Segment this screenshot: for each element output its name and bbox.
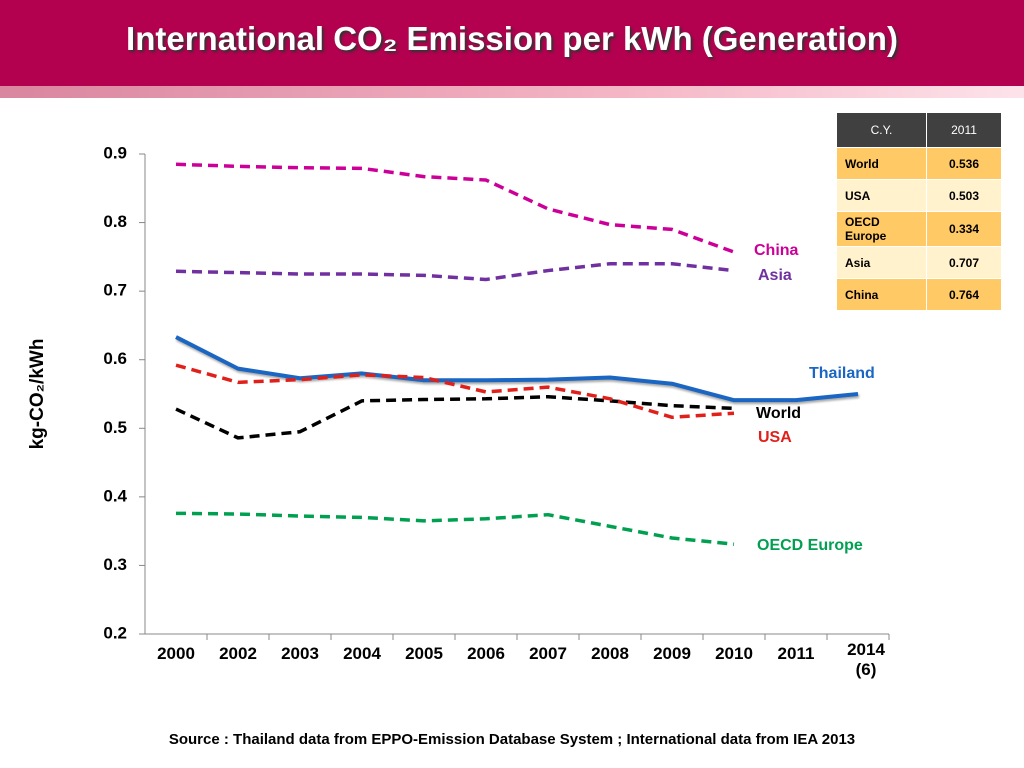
x-tick-label: 2000 [157,644,195,663]
series-line [175,162,735,254]
y-tick-label: 0.4 [103,486,127,505]
series-line [175,335,859,403]
title: International CO₂ Emission per kWh (Gene… [126,20,898,57]
table-cell: 0.334 [926,211,1002,247]
table-cell: 0.707 [926,246,1002,279]
series-label: USA [758,429,792,446]
x-tick-label: 2002 [219,644,257,663]
source-note: Source : Thailand data from EPPO-Emissio… [168,731,856,748]
table-cell: USA [836,179,927,212]
table-row: China 0.764 [836,278,1002,311]
y-tick-label: 0.2 [103,623,127,642]
series-label: Asia [758,267,792,284]
y-tick-label: 0.8 [103,212,127,231]
x-tick-label: 2009 [653,644,691,663]
data-table: C.Y. 2011 World 0.536 USA 0.503 OECD Europe 0.… [836,112,1002,311]
series-label: China [754,242,799,259]
x-tick-label: 2005 [405,644,443,663]
series-line [175,261,735,282]
y-tick-label: 0.9 [103,143,127,162]
series-label: OECD Europe [757,537,863,554]
y-tick-label: 0.7 [103,281,127,300]
y-tick-label: 0.5 [103,418,127,437]
table-cell: World [836,147,927,180]
x-tick-label: 2003 [281,644,319,663]
table-cell: China [836,278,927,311]
table-cell: Asia [836,246,927,279]
table-row: Asia 0.707 [836,246,1002,279]
y-axis-label: kg-CO₂/kWh [27,339,48,450]
table-cell: 0.764 [926,278,1002,311]
table-cell: 0.503 [926,179,1002,212]
series-label: World [756,405,801,422]
table-cell: OECD Europe [836,211,927,247]
x-tick-label: 2004 [343,644,381,663]
table-row: USA 0.503 [836,179,1002,212]
table-row: World 0.536 [836,147,1002,180]
table-header: C.Y. [836,112,927,148]
header-bar [0,0,1024,86]
x-tick-label: 2006 [467,644,505,663]
table-cell: 0.536 [926,147,1002,180]
x-tick-label: 2007 [529,644,567,663]
header-strip [0,86,1024,98]
y-tick-label: 0.6 [103,349,127,368]
series-line [175,394,735,440]
table-header: 2011 [926,112,1002,148]
x-tick-label: 2011 [777,644,815,663]
x-tick-label: 2010 [715,644,753,663]
series-label: Thailand [809,365,875,382]
x-tick-label: 2014 (6) [847,640,885,679]
series-line [175,511,735,546]
table-row: OECD Europe 0.334 [836,211,1002,247]
y-tick-label: 0.3 [103,555,127,574]
x-tick-label: 2008 [591,644,629,663]
series-line [175,363,735,420]
